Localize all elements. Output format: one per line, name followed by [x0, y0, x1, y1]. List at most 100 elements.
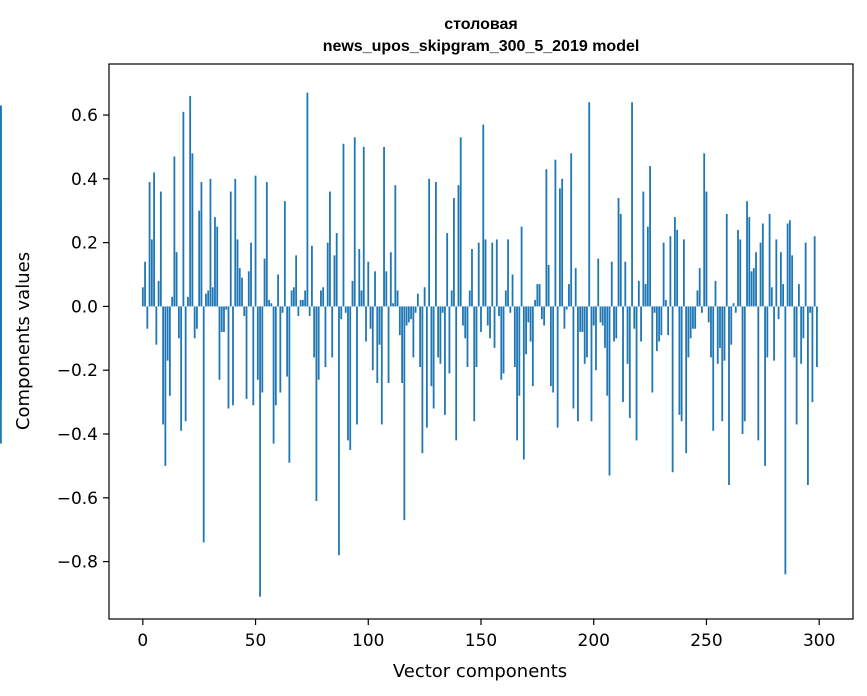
bar-169 [522, 306, 525, 460]
bar-26 [200, 182, 203, 307]
bar-287 [788, 220, 791, 307]
bar-147 [473, 306, 476, 422]
bar-136 [448, 306, 451, 374]
bar-70 [299, 300, 302, 307]
bar-209 [613, 306, 615, 342]
bar-106 [380, 306, 383, 425]
bar-122 [416, 293, 419, 307]
bar-132 [439, 306, 442, 364]
bar-145 [468, 290, 471, 307]
bar-undefined [0, 306, 2, 310]
bar-47 [247, 271, 250, 307]
bar-262 [732, 303, 735, 307]
bar-200 [592, 306, 595, 326]
bar-274 [759, 242, 762, 307]
bar-15 [175, 252, 178, 307]
y-tick-label: 0.0 [71, 297, 98, 317]
bar-181 [549, 306, 552, 387]
bar-284 [782, 284, 785, 307]
bar-178 [543, 306, 546, 326]
bar-118 [407, 306, 410, 323]
bar-168 [520, 226, 523, 307]
bar-245 [694, 306, 697, 329]
bar-9 [162, 306, 165, 425]
bar-273 [757, 306, 760, 441]
bar-267 [743, 306, 746, 422]
bar-184 [556, 306, 559, 428]
bar-217 [631, 102, 633, 307]
bar-73 [306, 92, 309, 307]
bar-101 [369, 306, 372, 329]
y-tick-label: −0.2 [57, 361, 98, 381]
bar-259 [725, 213, 728, 307]
bar-33 [216, 226, 219, 307]
bar-190 [570, 153, 573, 307]
bar-283 [779, 252, 782, 307]
bar-248 [701, 306, 703, 313]
y-tick-label: 0.6 [71, 106, 98, 126]
bar-135 [446, 233, 449, 307]
bar-155 [491, 242, 494, 307]
bar-100 [367, 261, 370, 307]
bar-194 [579, 306, 582, 332]
bar-296 [809, 306, 812, 313]
bar-51 [256, 306, 259, 380]
bar-226 [651, 306, 654, 393]
x-axis-label: Vector components [393, 661, 567, 682]
bar-161 [504, 290, 507, 307]
bar-35 [220, 306, 223, 332]
bar-159 [500, 306, 503, 380]
bar-43 [238, 268, 241, 307]
bar-114 [398, 306, 401, 336]
bar-266 [741, 306, 744, 434]
bar-49 [252, 306, 255, 406]
bar-228 [655, 306, 658, 352]
bar-207 [608, 306, 611, 476]
bar-88 [340, 306, 343, 320]
bar-251 [707, 306, 710, 323]
bar-0 [141, 287, 144, 307]
bar-45 [243, 306, 246, 316]
bar-58 [272, 306, 275, 444]
bar-216 [628, 306, 631, 419]
bar-125 [423, 287, 426, 307]
bar-292 [800, 306, 803, 364]
bar-12 [168, 306, 171, 396]
bar-38 [227, 306, 230, 409]
bar-230 [660, 306, 663, 336]
bar-68 [295, 255, 298, 307]
bar-undefined [0, 306, 2, 383]
bar-67 [292, 287, 295, 307]
x-tick-label: 100 [352, 631, 384, 651]
bar-111 [392, 303, 394, 307]
bar-268 [746, 201, 748, 307]
bar-75 [311, 245, 313, 307]
bar-160 [502, 306, 505, 374]
bar-241 [685, 306, 688, 454]
bar-170 [525, 306, 527, 355]
bar-244 [692, 306, 694, 329]
bar-288 [791, 255, 794, 307]
bar-undefined [0, 213, 2, 307]
bar-96 [358, 249, 361, 307]
bar-202 [597, 258, 600, 307]
bar-275 [761, 223, 764, 307]
bar-98 [362, 146, 365, 307]
bar-212 [619, 213, 622, 307]
bar-64 [286, 306, 289, 377]
bar-270 [750, 271, 753, 307]
bar-52 [259, 306, 261, 597]
bar-164 [511, 274, 514, 307]
x-axis: 0 50 100 150 200 250 300 [137, 619, 835, 651]
bar-129 [432, 306, 435, 409]
bar-264 [737, 229, 739, 307]
bar-40 [232, 306, 234, 406]
bar-211 [617, 197, 620, 307]
bar-281 [775, 239, 778, 307]
bar-127 [428, 178, 431, 307]
bar-57 [270, 303, 273, 307]
bar-113 [396, 290, 399, 307]
bar-24 [196, 306, 198, 329]
bar-260 [728, 306, 730, 486]
bar-107 [383, 146, 385, 307]
